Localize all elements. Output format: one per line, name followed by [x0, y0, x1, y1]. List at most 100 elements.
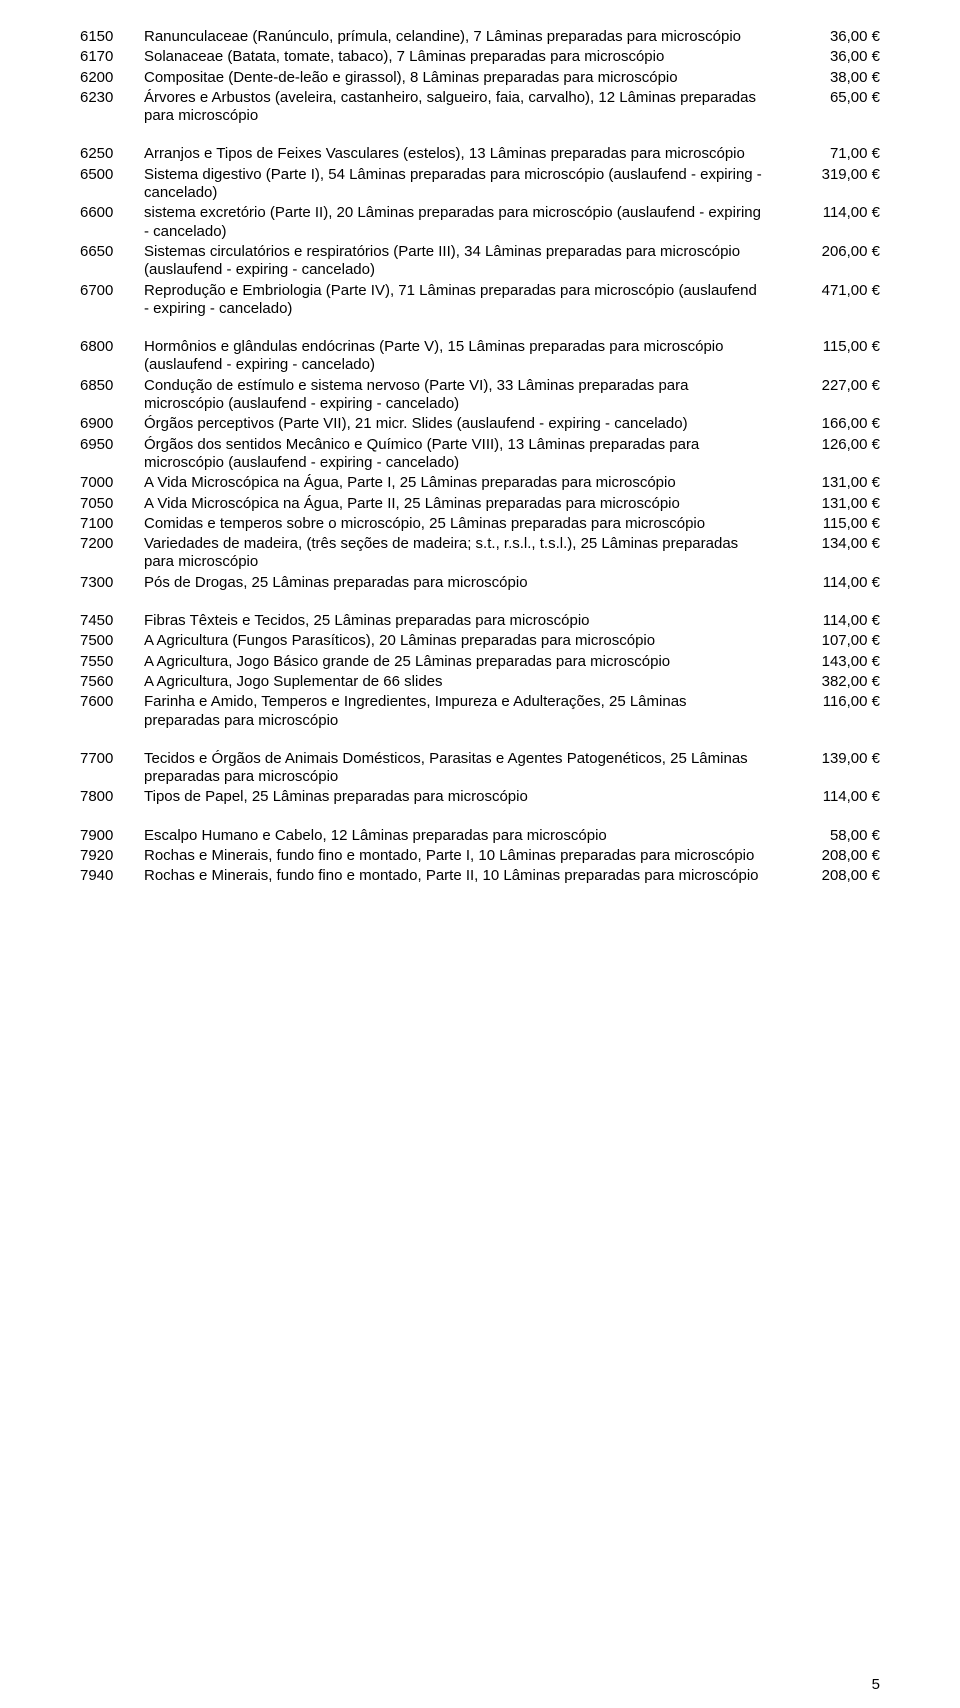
item-description: Tipos de Papel, 25 Lâminas preparadas pa…: [144, 788, 784, 806]
item-description: A Agricultura, Jogo Básico grande de 25 …: [144, 653, 784, 671]
item-price: 319,00 €: [784, 166, 880, 184]
group-separator: [80, 127, 880, 145]
item-description: Variedades de madeira, (três seções de m…: [144, 535, 784, 572]
item-description: Escalpo Humano e Cabelo, 12 Lâminas prep…: [144, 827, 784, 845]
table-row: 6700Reprodução e Embriologia (Parte IV),…: [80, 282, 880, 319]
page: 6150Ranunculaceae (Ranúnculo, prímula, c…: [0, 0, 960, 1708]
item-description: Pós de Drogas, 25 Lâminas preparadas par…: [144, 574, 784, 592]
item-description: Fibras Têxteis e Tecidos, 25 Lâminas pre…: [144, 612, 784, 630]
table-row: 6250Arranjos e Tipos de Feixes Vasculare…: [80, 145, 880, 163]
item-price: 65,00 €: [784, 89, 880, 107]
item-code: 6600: [80, 204, 144, 222]
item-price: 471,00 €: [784, 282, 880, 300]
table-row: 7900Escalpo Humano e Cabelo, 12 Lâminas …: [80, 827, 880, 845]
item-price: 107,00 €: [784, 632, 880, 650]
item-description: Órgãos perceptivos (Parte VII), 21 micr.…: [144, 415, 784, 433]
table-row: 6500Sistema digestivo (Parte I), 54 Lâmi…: [80, 166, 880, 203]
table-row: 7800Tipos de Papel, 25 Lâminas preparada…: [80, 788, 880, 806]
item-code: 6250: [80, 145, 144, 163]
item-code: 7200: [80, 535, 144, 553]
table-row: 6170Solanaceae (Batata, tomate, tabaco),…: [80, 48, 880, 66]
item-code: 6700: [80, 282, 144, 300]
item-description: Sistemas circulatórios e respiratórios (…: [144, 243, 784, 280]
table-row: 6200Compositae (Dente-de-leão e girassol…: [80, 69, 880, 87]
item-description: Sistema digestivo (Parte I), 54 Lâminas …: [144, 166, 784, 203]
item-price: 227,00 €: [784, 377, 880, 395]
item-code: 6500: [80, 166, 144, 184]
item-code: 7450: [80, 612, 144, 630]
table-row: 7550A Agricultura, Jogo Básico grande de…: [80, 653, 880, 671]
item-price: 36,00 €: [784, 48, 880, 66]
item-price: 71,00 €: [784, 145, 880, 163]
table-row: 6900Órgãos perceptivos (Parte VII), 21 m…: [80, 415, 880, 433]
price-table: 6150Ranunculaceae (Ranúnculo, prímula, c…: [80, 28, 880, 886]
item-description: Ranunculaceae (Ranúnculo, prímula, celan…: [144, 28, 784, 46]
table-row: 7700Tecidos e Órgãos de Animais Doméstic…: [80, 750, 880, 787]
item-description: Árvores e Arbustos (aveleira, castanheir…: [144, 89, 784, 126]
item-description: A Vida Microscópica na Água, Parte II, 2…: [144, 495, 784, 513]
item-price: 36,00 €: [784, 28, 880, 46]
group-separator: [80, 732, 880, 750]
item-code: 7550: [80, 653, 144, 671]
table-row: 7000A Vida Microscópica na Água, Parte I…: [80, 474, 880, 492]
table-row: 6850Condução de estímulo e sistema nervo…: [80, 377, 880, 414]
item-price: 126,00 €: [784, 436, 880, 454]
item-code: 7800: [80, 788, 144, 806]
item-price: 143,00 €: [784, 653, 880, 671]
item-code: 6200: [80, 69, 144, 87]
table-row: 7920Rochas e Minerais, fundo fino e mont…: [80, 847, 880, 865]
item-description: Órgãos dos sentidos Mecânico e Químico (…: [144, 436, 784, 473]
item-code: 7050: [80, 495, 144, 513]
item-price: 114,00 €: [784, 612, 880, 630]
item-code: 7560: [80, 673, 144, 691]
table-row: 7500A Agricultura (Fungos Parasíticos), …: [80, 632, 880, 650]
table-row: 7940Rochas e Minerais, fundo fino e mont…: [80, 867, 880, 885]
table-row: 6650Sistemas circulatórios e respiratóri…: [80, 243, 880, 280]
table-row: 7450Fibras Têxteis e Tecidos, 25 Lâminas…: [80, 612, 880, 630]
table-row: 6150Ranunculaceae (Ranúnculo, prímula, c…: [80, 28, 880, 46]
item-description: A Vida Microscópica na Água, Parte I, 25…: [144, 474, 784, 492]
table-row: 7600Farinha e Amido, Temperos e Ingredie…: [80, 693, 880, 730]
item-price: 382,00 €: [784, 673, 880, 691]
item-price: 166,00 €: [784, 415, 880, 433]
item-price: 115,00 €: [784, 338, 880, 356]
item-code: 7900: [80, 827, 144, 845]
item-price: 58,00 €: [784, 827, 880, 845]
item-code: 7500: [80, 632, 144, 650]
item-description: Rochas e Minerais, fundo fino e montado,…: [144, 847, 784, 865]
item-code: 7000: [80, 474, 144, 492]
item-code: 7700: [80, 750, 144, 768]
item-price: 131,00 €: [784, 474, 880, 492]
table-row: 7200Variedades de madeira, (três seções …: [80, 535, 880, 572]
table-row: 7300Pós de Drogas, 25 Lâminas preparadas…: [80, 574, 880, 592]
item-price: 131,00 €: [784, 495, 880, 513]
group-separator: [80, 594, 880, 612]
item-description: Tecidos e Órgãos de Animais Domésticos, …: [144, 750, 784, 787]
item-code: 6900: [80, 415, 144, 433]
item-description: Solanaceae (Batata, tomate, tabaco), 7 L…: [144, 48, 784, 66]
table-row: 6230Árvores e Arbustos (aveleira, castan…: [80, 89, 880, 126]
item-description: sistema excretório (Parte II), 20 Lâmina…: [144, 204, 784, 241]
item-code: 6150: [80, 28, 144, 46]
item-code: 7600: [80, 693, 144, 711]
item-description: Rochas e Minerais, fundo fino e montado,…: [144, 867, 784, 885]
item-code: 6170: [80, 48, 144, 66]
item-description: A Agricultura (Fungos Parasíticos), 20 L…: [144, 632, 784, 650]
item-price: 139,00 €: [784, 750, 880, 768]
group-separator: [80, 809, 880, 827]
item-code: 7920: [80, 847, 144, 865]
item-price: 38,00 €: [784, 69, 880, 87]
item-code: 7100: [80, 515, 144, 533]
item-price: 114,00 €: [784, 204, 880, 222]
page-number: 5: [872, 1676, 880, 1694]
table-row: 6950Órgãos dos sentidos Mecânico e Quími…: [80, 436, 880, 473]
item-code: 6650: [80, 243, 144, 261]
item-description: A Agricultura, Jogo Suplementar de 66 sl…: [144, 673, 784, 691]
table-row: 6600sistema excretório (Parte II), 20 Lâ…: [80, 204, 880, 241]
item-code: 6230: [80, 89, 144, 107]
item-code: 7300: [80, 574, 144, 592]
table-row: 6800Hormônios e glândulas endócrinas (Pa…: [80, 338, 880, 375]
item-description: Compositae (Dente-de-leão e girassol), 8…: [144, 69, 784, 87]
item-code: 6850: [80, 377, 144, 395]
item-code: 7940: [80, 867, 144, 885]
